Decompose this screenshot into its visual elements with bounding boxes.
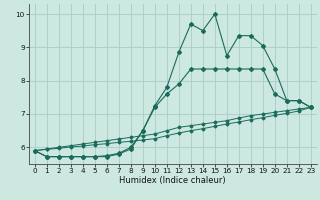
X-axis label: Humidex (Indice chaleur): Humidex (Indice chaleur) <box>119 176 226 185</box>
